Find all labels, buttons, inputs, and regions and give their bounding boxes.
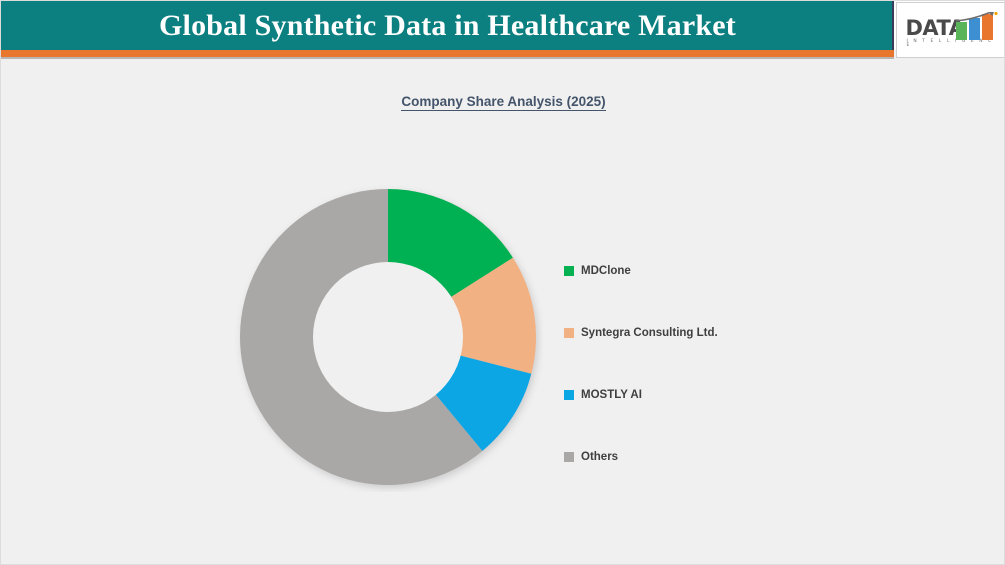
donut-chart-svg xyxy=(240,188,536,485)
chart-title-text: Company Share Analysis (2025) xyxy=(401,94,606,111)
legend-item[interactable]: Others xyxy=(564,426,864,488)
legend-item-label: MOSTLY AI xyxy=(581,389,642,401)
legend-item-label: Others xyxy=(581,451,619,463)
brand-logo-subtitle: I N T E L L I G E N C E xyxy=(906,39,994,49)
page-title: Global Synthetic Data in Healthcare Mark… xyxy=(159,8,736,42)
legend-swatch-icon xyxy=(564,328,574,338)
brand-logo: DATA I N T E L L I G E N C E xyxy=(896,2,1004,58)
header-teal-background xyxy=(1,1,894,50)
header-orange-rule xyxy=(1,50,894,57)
legend-swatch-icon xyxy=(564,390,574,400)
legend-item[interactable]: Syntegra Consulting Ltd. xyxy=(564,302,864,364)
chart-legend: MDClone Syntegra Consulting Ltd. MOSTLY AI… xyxy=(564,240,864,488)
header-band: Global Synthetic Data in Healthcare Mark… xyxy=(1,1,1004,59)
donut-hole xyxy=(313,262,463,412)
brand-logo-wordmark: DATA xyxy=(905,16,966,40)
legend-item[interactable]: MDClone xyxy=(564,240,864,302)
legend-item-label: Syntegra Consulting Ltd. xyxy=(581,327,718,339)
brand-logo-inner: DATA I N T E L L I G E N C E xyxy=(902,10,1000,50)
bar-chart-icon xyxy=(955,12,998,40)
chart-title: Company Share Analysis (2025) xyxy=(1,94,1004,111)
header-rule-shadow xyxy=(1,57,894,59)
legend-swatch-icon xyxy=(564,452,574,462)
legend-item[interactable]: MOSTLY AI xyxy=(564,364,864,426)
legend-swatch-icon xyxy=(564,266,574,276)
donut-chart xyxy=(233,182,543,492)
legend-item-label: MDClone xyxy=(581,265,631,277)
